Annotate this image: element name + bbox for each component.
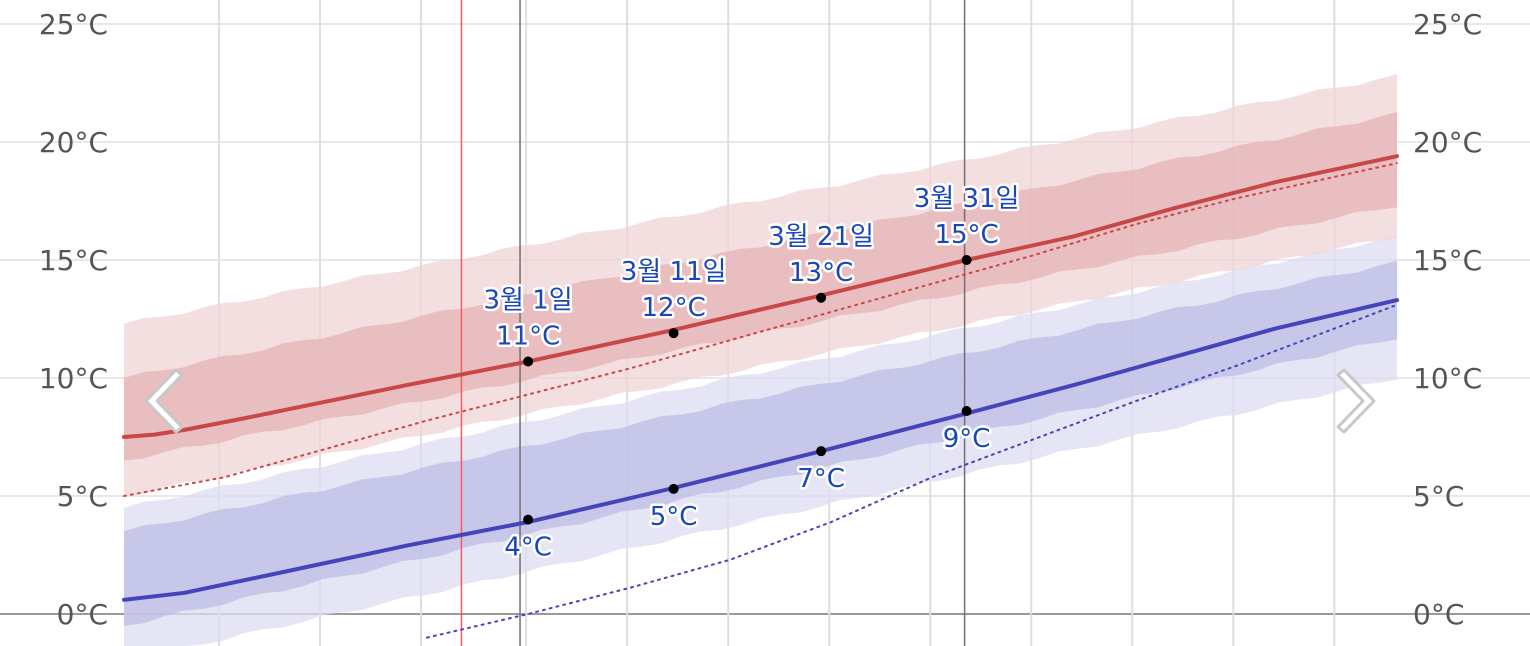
high-temp-date-label: 3월 1일 <box>484 285 573 315</box>
low-temp-point <box>961 406 972 417</box>
low-temp-inner-band <box>124 260 1397 626</box>
chevron-right-icon <box>1336 368 1376 434</box>
y-tick-label-left: 10°C <box>39 362 108 395</box>
next-button[interactable] <box>1336 368 1376 434</box>
y-tick-label-right: 10°C <box>1413 362 1482 395</box>
y-tick-label-right: 25°C <box>1413 8 1482 41</box>
y-tick-label-right: 20°C <box>1413 126 1482 159</box>
y-tick-label-left: 0°C <box>57 598 108 631</box>
low-temp-point <box>816 446 827 457</box>
y-tick-label-left: 5°C <box>57 480 108 513</box>
high-temp-point <box>523 356 534 367</box>
high-temp-value-label: 11°C <box>496 321 560 351</box>
series-line-4 <box>426 303 1398 639</box>
y-axis-ticks: 0°C 0°C 5°C 5°C 10°C 10°C 15°C 15°C 20°C 20°C 25°C… <box>39 8 1482 631</box>
y-tick-label-right: 0°C <box>1413 598 1464 631</box>
chevron-left-icon <box>144 368 184 434</box>
prev-button[interactable] <box>144 368 184 434</box>
high-temp-point <box>961 255 972 265</box>
annotation-labels: 3월 1일 11°C 3월 11일 12°C 3월 21일 13°C 3월 31일 15°C 4… <box>481 182 1022 566</box>
low-temp-value-label: 7°C <box>797 464 845 494</box>
low-temp-value-label: 4°C <box>504 533 552 563</box>
high-temp-date-label: 3월 31일 <box>914 184 1020 214</box>
high-temp-point <box>668 328 679 339</box>
series-line-3 <box>122 298 1399 602</box>
vertical-marker-lines <box>460 0 966 646</box>
high-temp-inner-band <box>124 112 1397 461</box>
high-temp-point <box>816 292 827 303</box>
low-temp-point <box>523 514 534 525</box>
y-tick-label-left: 15°C <box>39 244 108 277</box>
annotation-points <box>523 255 972 525</box>
temperature-lines <box>122 154 1399 639</box>
high-temp-value-label: 12°C <box>641 293 705 323</box>
low-temp-value-label: 5°C <box>650 502 698 532</box>
y-tick-label-right: 5°C <box>1413 480 1464 513</box>
low-temp-point <box>668 483 679 494</box>
series-line-1 <box>122 154 1399 439</box>
low-temp-value-label: 9°C <box>943 424 991 454</box>
high-temp-value-label: 13°C <box>789 258 853 288</box>
y-tick-label-left: 25°C <box>39 8 108 41</box>
high-temp-date-label: 3월 11일 <box>621 257 727 287</box>
y-tick-label-left: 20°C <box>39 126 108 159</box>
high-temp-value-label: 15°C <box>934 220 998 250</box>
temperature-bands <box>124 74 1397 646</box>
y-tick-label-right: 15°C <box>1413 244 1482 277</box>
high-temp-date-label: 3월 21일 <box>768 222 874 252</box>
